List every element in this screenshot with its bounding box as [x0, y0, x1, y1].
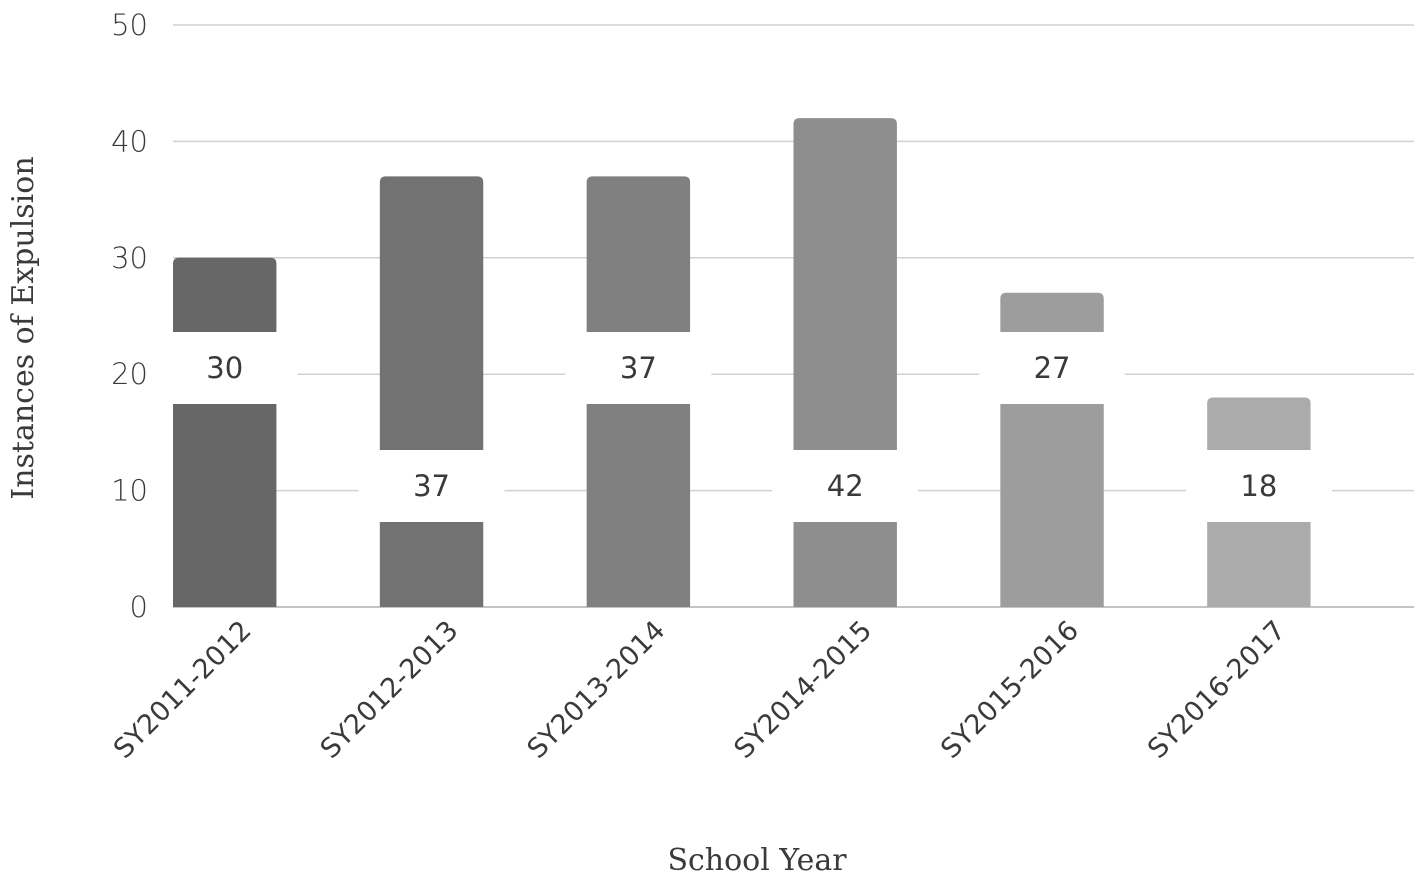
y-tick-label: 50 — [111, 8, 148, 42]
bar-SY2011-2012 — [173, 257, 277, 607]
data-label-box — [772, 450, 919, 522]
data-label-box — [565, 332, 712, 404]
bars — [173, 118, 1311, 608]
y-tick-label: 10 — [111, 474, 148, 508]
x-tick-label: SY2012-2013 — [315, 615, 465, 765]
y-tick-label: 30 — [111, 241, 148, 275]
x-tick-label: SY2014-2015 — [728, 615, 878, 765]
data-label-box — [1185, 450, 1332, 522]
bar-SY2014-2015 — [793, 118, 897, 608]
data-label: 37 — [413, 469, 450, 503]
x-tick-label: SY2015-2016 — [935, 615, 1085, 765]
y-axis-ticks: 0 10 20 30 40 50 — [111, 8, 148, 624]
data-label-box — [358, 450, 505, 522]
y-tick-label: 20 — [111, 357, 148, 391]
x-axis-title: School Year — [667, 843, 847, 873]
y-tick-label: 0 — [130, 590, 148, 624]
x-tick-label: SY2013-2014 — [522, 615, 672, 765]
y-axis-title: Instances of Expulsion — [6, 156, 41, 499]
x-tick-label: SY2016-2017 — [1142, 615, 1292, 765]
data-label: 27 — [1034, 351, 1071, 385]
bar-SY2012-2013 — [379, 176, 484, 607]
x-tick-label: SY2011-2012 — [108, 615, 258, 765]
data-label: 37 — [620, 351, 657, 385]
data-labels: 30 37 37 42 27 18 — [151, 332, 1332, 522]
data-label: 42 — [827, 469, 864, 503]
x-axis-ticks: SY2011-2012 SY2012-2013 SY2013-2014 SY2014-… — [108, 615, 1292, 765]
data-label-box — [151, 332, 298, 404]
data-label-box — [979, 332, 1126, 404]
data-label: 18 — [1240, 469, 1277, 503]
y-tick-label: 40 — [111, 124, 148, 158]
data-label: 30 — [206, 351, 243, 385]
